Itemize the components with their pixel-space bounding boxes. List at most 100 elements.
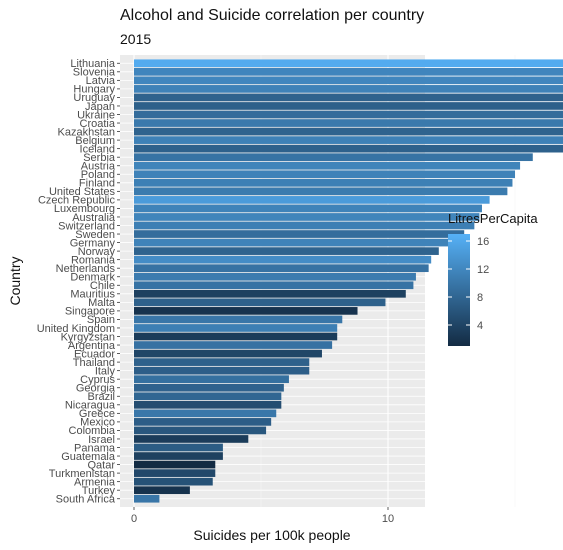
bar-georgia xyxy=(134,383,284,392)
bar-nicaragua xyxy=(134,400,282,409)
chart-subtitle: 2015 xyxy=(120,31,152,47)
country-label: Uruguay xyxy=(73,92,115,104)
bar-qatar xyxy=(134,460,216,469)
bar-finland xyxy=(134,178,513,187)
bar-romania xyxy=(134,255,432,264)
x-axis-title: Suicides per 100k people xyxy=(193,527,350,543)
country-label: Iceland xyxy=(80,143,115,155)
x-tick-label: 0 xyxy=(131,513,137,525)
bar-turkey xyxy=(134,486,190,495)
bar-luxembourg xyxy=(134,204,482,213)
bar-germany xyxy=(134,238,460,247)
country-label: Turkmenistan xyxy=(49,468,115,480)
bar-south-africa xyxy=(134,494,160,503)
country-label: Norway xyxy=(78,246,116,258)
country-label: Singapore xyxy=(65,306,115,318)
bar-czech-republic xyxy=(134,196,490,204)
bar-japan xyxy=(134,102,563,110)
country-label: Italy xyxy=(95,365,116,377)
bar-italy xyxy=(134,366,310,375)
country-label: Czech Republic xyxy=(38,195,116,207)
bar-colombia xyxy=(134,426,267,435)
legend-ticks: 4 8 12 16 xyxy=(448,236,489,332)
country-label: Australia xyxy=(72,212,116,224)
bar-brazil xyxy=(134,392,282,401)
bar-turkmenistan xyxy=(134,469,216,477)
bar-united-states xyxy=(134,187,508,196)
country-label: Denmark xyxy=(70,272,115,284)
country-label: Ukraine xyxy=(77,109,115,121)
country-label: Japan xyxy=(85,101,115,113)
bar-thailand xyxy=(134,358,310,366)
country-label: Hungary xyxy=(73,84,115,96)
legend-tick-label: 4 xyxy=(477,320,483,332)
bar-poland xyxy=(134,170,515,179)
country-label: Mauritius xyxy=(70,289,115,301)
country-label: Luxembourg xyxy=(54,203,115,215)
legend-tick-label: 12 xyxy=(477,264,489,276)
bar-mauritius xyxy=(134,289,406,298)
bar-belgium xyxy=(134,136,563,144)
legend-title: LitresPerCapita xyxy=(448,211,538,226)
bar-singapore xyxy=(134,307,358,315)
bar-austria xyxy=(134,161,521,170)
bar-kazakhstan xyxy=(134,127,563,136)
bar-greece xyxy=(134,409,277,418)
bar-kyrgyzstan xyxy=(134,332,338,341)
country-label: Cyprus xyxy=(80,374,115,386)
country-label: Germany xyxy=(70,237,116,249)
bar-uruguay xyxy=(134,93,563,102)
bar-guatemala xyxy=(134,452,223,460)
country-label: Finland xyxy=(79,178,115,190)
bar-panama xyxy=(134,443,223,452)
country-label: Thailand xyxy=(73,357,115,369)
bar-netherlands xyxy=(134,264,429,273)
bar-switzerland xyxy=(134,221,475,230)
bar-argentina xyxy=(134,341,333,349)
legend-colorbar xyxy=(448,234,470,346)
country-label: Slovenia xyxy=(73,67,116,79)
country-label: United States xyxy=(49,186,116,198)
country-label: Colombia xyxy=(69,425,116,437)
bar-denmark xyxy=(134,272,416,281)
country-label: Belgium xyxy=(75,135,115,147)
country-label: Poland xyxy=(81,169,115,181)
country-label: Croatia xyxy=(80,118,116,130)
country-label: Netherlands xyxy=(56,263,116,275)
bar-australia xyxy=(134,213,480,221)
country-label: Chile xyxy=(90,280,115,292)
country-label: Serbia xyxy=(83,152,116,164)
legend-tick-label: 16 xyxy=(477,236,489,248)
country-label: Switzerland xyxy=(58,220,115,232)
bar-norway xyxy=(134,247,439,255)
country-label: Israel xyxy=(88,434,115,446)
y-axis-title: Country xyxy=(7,256,23,305)
bar-lithuania xyxy=(134,59,563,68)
country-label: South Africa xyxy=(56,494,116,506)
bar-armenia xyxy=(134,477,213,486)
country-label: Spain xyxy=(87,314,115,326)
bar-israel xyxy=(134,435,249,443)
legend-tick-label: 8 xyxy=(477,292,483,304)
bar-sweden xyxy=(134,230,465,238)
bar-united-kingdom xyxy=(134,324,338,332)
country-label: Latvia xyxy=(86,75,116,87)
bar-latvia xyxy=(134,76,563,85)
country-label: Nicaragua xyxy=(65,400,116,412)
country-label: Panama xyxy=(74,442,116,454)
bar-mexico xyxy=(134,418,272,426)
country-label: Greece xyxy=(79,408,115,420)
bar-spain xyxy=(134,315,343,324)
country-label: Turkey xyxy=(82,485,116,497)
x-tick-label: 10 xyxy=(382,513,394,525)
country-label: Armenia xyxy=(74,476,116,488)
bar-ecuador xyxy=(134,349,322,358)
bar-iceland xyxy=(134,144,563,153)
bar-hungary xyxy=(134,85,563,93)
country-label: Guatemala xyxy=(61,451,116,463)
bar-cyprus xyxy=(134,375,289,384)
country-label: Qatar xyxy=(87,459,115,471)
country-labels: LithuaniaSloveniaLatviaHungaryUruguayJap… xyxy=(37,58,120,506)
x-tick-labels: 0102030 xyxy=(131,507,394,525)
